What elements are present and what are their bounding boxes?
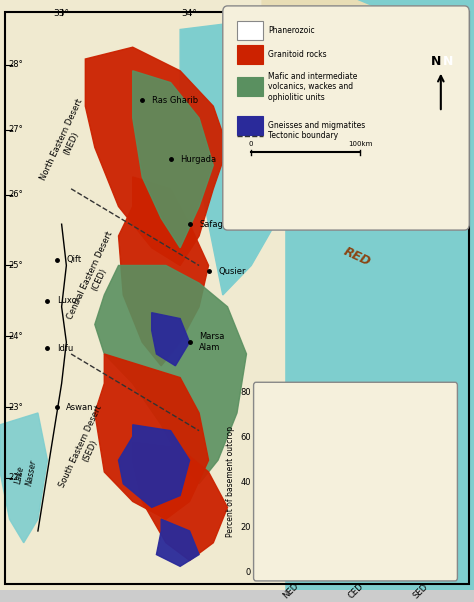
Text: North Eastern Desert
(NED): North Eastern Desert (NED)	[39, 97, 94, 186]
Text: Ras Gharib: Ras Gharib	[152, 96, 198, 105]
Text: Mafic and intermediate
volcanics, wackes and
ophiolitic units: Mafic and intermediate volcanics, wackes…	[268, 72, 357, 102]
Bar	[413, 502, 428, 572]
Bar	[269, 409, 283, 572]
Text: Hurgada: Hurgada	[180, 155, 216, 164]
Text: Luxor: Luxor	[57, 296, 80, 305]
Text: Qift: Qift	[66, 255, 82, 264]
Polygon shape	[133, 442, 228, 560]
Text: 36°: 36°	[438, 9, 454, 18]
Bar	[237, 45, 263, 64]
Polygon shape	[180, 17, 308, 295]
Polygon shape	[95, 354, 209, 519]
Text: Central Eastern Desert
(CED): Central Eastern Desert (CED)	[66, 229, 124, 325]
Text: Granitoid rocks: Granitoid rocks	[268, 50, 327, 59]
Text: 26°: 26°	[9, 190, 23, 199]
FancyBboxPatch shape	[223, 6, 469, 230]
Text: Marsa
Alam: Marsa Alam	[199, 332, 225, 352]
Text: SEA: SEA	[370, 474, 397, 487]
Polygon shape	[0, 413, 47, 543]
Bar	[237, 77, 263, 96]
Bar	[348, 455, 363, 572]
Text: 25°: 25°	[9, 261, 23, 270]
Y-axis label: Percent of basement outcrop: Percent of basement outcrop	[226, 426, 235, 537]
Text: 27°: 27°	[9, 125, 23, 134]
Bar	[428, 541, 442, 572]
Polygon shape	[85, 47, 228, 265]
Bar	[334, 482, 348, 572]
Polygon shape	[156, 519, 199, 566]
Text: 23°: 23°	[9, 403, 23, 412]
Text: N: N	[431, 55, 442, 68]
Polygon shape	[0, 0, 284, 590]
Polygon shape	[223, 0, 474, 590]
Bar	[283, 511, 298, 572]
Text: 0: 0	[249, 141, 254, 147]
Polygon shape	[95, 265, 246, 484]
Text: South Eastern Desert
(SED): South Eastern Desert (SED)	[57, 403, 113, 493]
Text: Idfu: Idfu	[57, 344, 73, 353]
Text: Gneisses and migmatites: Gneisses and migmatites	[268, 120, 365, 129]
Text: Aswan: Aswan	[66, 403, 94, 412]
Text: Sinai: Sinai	[267, 37, 302, 50]
Text: Phanerozoic: Phanerozoic	[268, 26, 314, 35]
Text: Qusier: Qusier	[218, 267, 246, 276]
Polygon shape	[152, 312, 190, 366]
Polygon shape	[118, 425, 190, 507]
Polygon shape	[118, 177, 209, 366]
Bar	[298, 569, 312, 572]
Text: 28°: 28°	[9, 60, 23, 69]
Text: 34°: 34°	[182, 9, 198, 18]
Text: RED: RED	[341, 244, 373, 268]
Text: Safaga: Safaga	[199, 220, 228, 229]
Text: 35°: 35°	[310, 9, 326, 18]
Text: 24°: 24°	[9, 332, 23, 341]
Polygon shape	[223, 0, 450, 177]
Bar	[237, 21, 263, 40]
Text: N: N	[443, 55, 454, 68]
Bar	[399, 425, 413, 572]
Text: 100km: 100km	[348, 141, 373, 147]
Text: 22°: 22°	[9, 473, 23, 482]
Text: Tectonic boundary: Tectonic boundary	[268, 131, 338, 140]
Polygon shape	[0, 0, 261, 590]
Bar	[363, 504, 377, 572]
Text: 33°: 33°	[54, 9, 70, 18]
Bar	[237, 116, 263, 134]
Polygon shape	[133, 71, 213, 248]
Text: Lake
Nasser: Lake Nasser	[14, 458, 38, 486]
